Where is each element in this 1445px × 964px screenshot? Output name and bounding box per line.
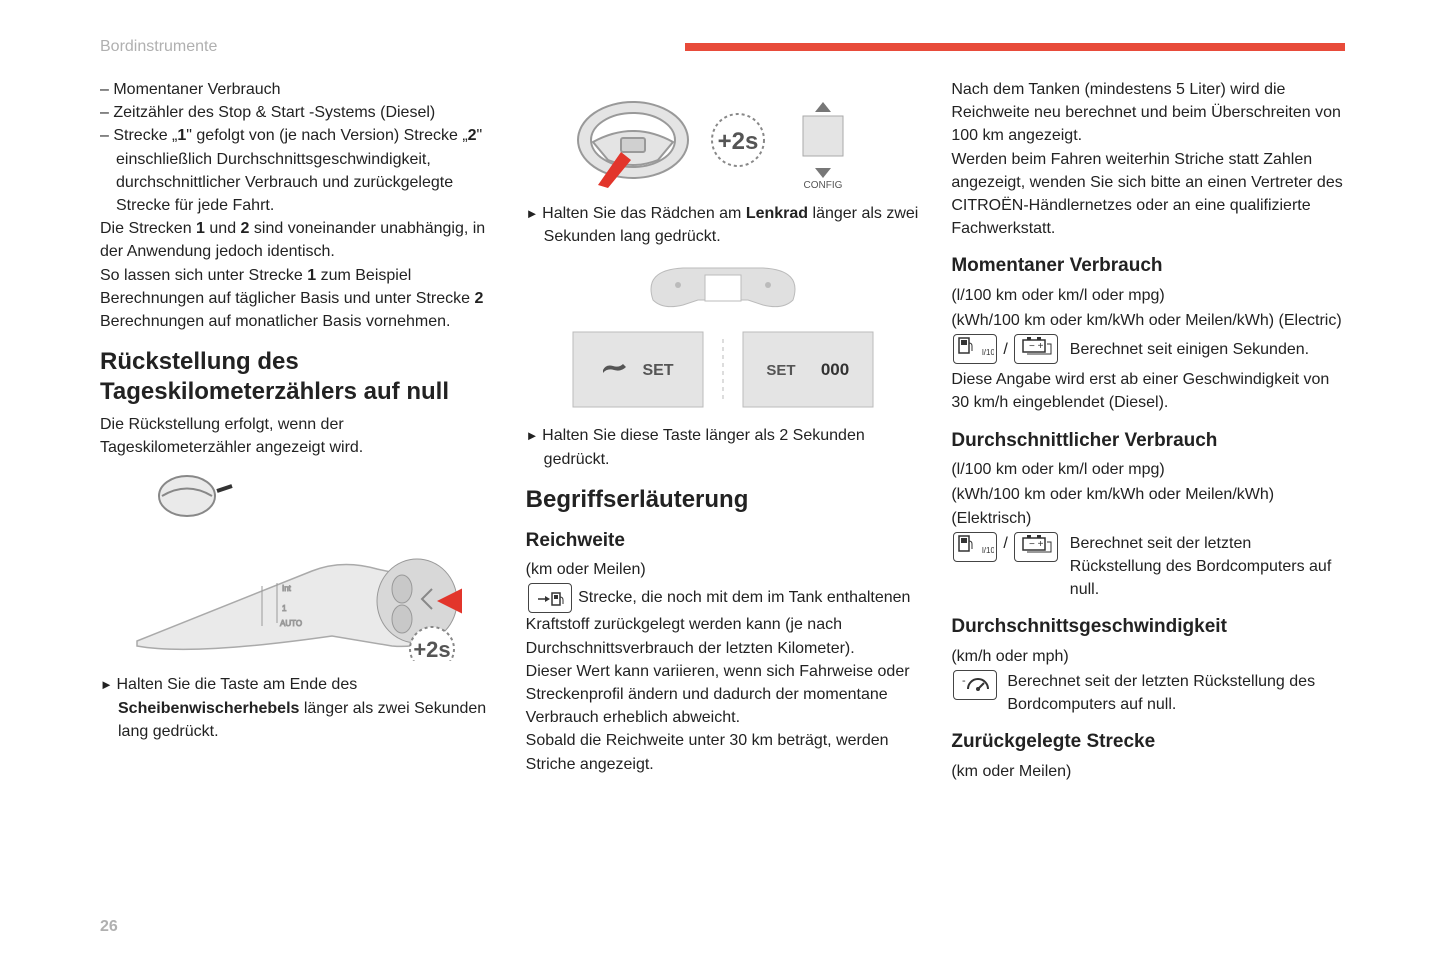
text-bold: 1 [196,220,205,237]
unit-label: (km/h oder mph) [951,645,1345,668]
page-number: 26 [100,918,118,936]
text-bold: 1 [307,267,316,284]
text: Halten Sie die Taste am Ende des [116,676,357,693]
fuel-pump-icon [528,583,572,613]
svg-text:+2s: +2s [717,128,758,155]
icon-row: l/100 / − + Berechnet seit der letzten R… [951,532,1345,602]
paragraph: Strecke, die noch mit dem im Tank enthal… [526,583,920,659]
config-label: CONFIG [803,180,842,190]
paragraph: Dieser Wert kann variieren, wenn sich Fa… [526,660,920,730]
text: und [205,220,241,237]
battery-stack-icon: − + [1014,334,1058,364]
paragraph: Werden beim Fahren weiterhin Striche sta… [951,148,1345,241]
subheading-instant-consumption: Momentaner Verbrauch [951,252,1345,280]
svg-text:l/100: l/100 [982,348,994,357]
subheading-avg-speed: Durchschnittsgeschwindigkeit [951,613,1345,641]
subheading-range: Reichweite [526,527,920,555]
column-1: – Momentaner Verbrauch – Zeitzähler des … [100,78,494,785]
pump-l100-icon: l/100 [953,532,997,562]
svg-text:l/100: l/100 [982,546,994,555]
paragraph: So lassen sich unter Strecke 1 zum Beisp… [100,264,494,334]
header-accent-bar [685,43,1345,51]
icon-row: l/100 / − + Berechnet seit einigen Sekun… [951,334,1345,364]
subheading-distance: Zurückgelegte Strecke [951,728,1345,756]
svg-text:− +: − + [1029,341,1044,352]
text: Die Strecken [100,220,196,237]
pump-l100-icon: l/100 [953,334,997,364]
battery-stack-icon: − + [1014,532,1058,562]
unit-label: (kWh/100 km oder km/kWh oder Meilen/kWh)… [951,309,1345,332]
text: Berechnet seit einigen Sekunden. [1070,338,1309,361]
steering-wheel-diagram: +2s CONFIG [526,90,920,190]
text-bold: 2 [468,127,477,144]
set-buttons-diagram: SET SET 000 [526,327,920,412]
bullet-item: – Zeitzähler des Stop & Start -Systems (… [100,101,494,124]
bullet-item: – Momentaner Verbrauch [100,78,494,101]
text-bold: Lenkrad [746,205,808,222]
slash: / [1003,338,1007,361]
text: So lassen sich unter Strecke [100,267,307,284]
bullet-item: – Strecke „1" gefolgt von (je nach Versi… [100,124,494,217]
paragraph: Nach dem Tanken (mindestens 5 Liter) wir… [951,78,1345,148]
paragraph: Die Rückstellung erfolgt, wenn der Tages… [100,413,494,459]
speedometer-icon: - [953,670,997,700]
svg-text:Int: Int [282,584,292,593]
unit-label: (km oder Meilen) [951,760,1345,783]
subheading-avg-consumption: Durchschnittlicher Verbrauch [951,427,1345,455]
svg-text:SET: SET [642,362,673,379]
svg-text:SET: SET [766,362,795,379]
section-header: Bordinstrumente [100,38,217,56]
unit-label: (l/100 km oder km/l oder mpg) [951,458,1345,481]
instruction: Halten Sie diese Taste länger als 2 Seku… [526,424,920,470]
paragraph: Diese Angabe wird erst ab einer Geschwin… [951,368,1345,414]
unit-label: (kWh/100 km oder km/kWh oder Meilen/kWh)… [951,483,1345,529]
instruction: Halten Sie die Taste am Ende des Scheibe… [100,673,494,743]
svg-text:− +: − + [1029,539,1044,550]
text: – Strecke „ [100,127,177,144]
paragraph: Sobald die Reichweite unter 30 km beträg… [526,729,920,775]
column-3: Nach dem Tanken (mindestens 5 Liter) wir… [951,78,1345,785]
icon-row: - Berechnet seit der letzten Rückstellun… [951,670,1345,716]
text: Berechnet seit der letzten Rückstellung … [1070,532,1345,602]
unit-label: (l/100 km oder km/l oder mpg) [951,284,1345,307]
text: Berechnet seit der letzten Rückstellung … [1007,670,1345,716]
svg-text:000: 000 [820,360,848,379]
text: Strecke, die noch mit dem im Tank enthal… [526,590,911,657]
text-bold: Scheibenwischerhebels [118,700,299,717]
text-bold: 1 [177,127,186,144]
instrument-cluster-diagram [526,260,920,315]
paragraph: Die Strecken 1 und 2 sind voneinander un… [100,217,494,263]
slash: / [1003,532,1007,555]
text: Berechnungen auf monatlicher Basis vorne… [100,313,450,330]
svg-text:-: - [962,675,966,687]
text: Halten Sie das Rädchen am [542,205,746,222]
unit-label: (km oder Meilen) [526,558,920,581]
svg-text:AUTO: AUTO [280,619,302,628]
wiper-stalk-diagram: Int 1 AUTO +2s [100,471,494,661]
heading-definitions: Begriffserläuterung [526,485,920,515]
text: " gefolgt von (je nach Version) Strecke … [186,127,467,144]
heading-reset-trip: Rückstellung des Tageskilometerzählers a… [100,347,494,407]
instruction: Halten Sie das Rädchen am Lenkrad länger… [526,202,920,248]
column-2: +2s CONFIG Halten Sie das Rädchen am Len… [526,78,920,785]
svg-text:1: 1 [282,604,287,613]
text-bold: 2 [474,290,483,307]
two-sec-label: +2s [413,637,450,661]
